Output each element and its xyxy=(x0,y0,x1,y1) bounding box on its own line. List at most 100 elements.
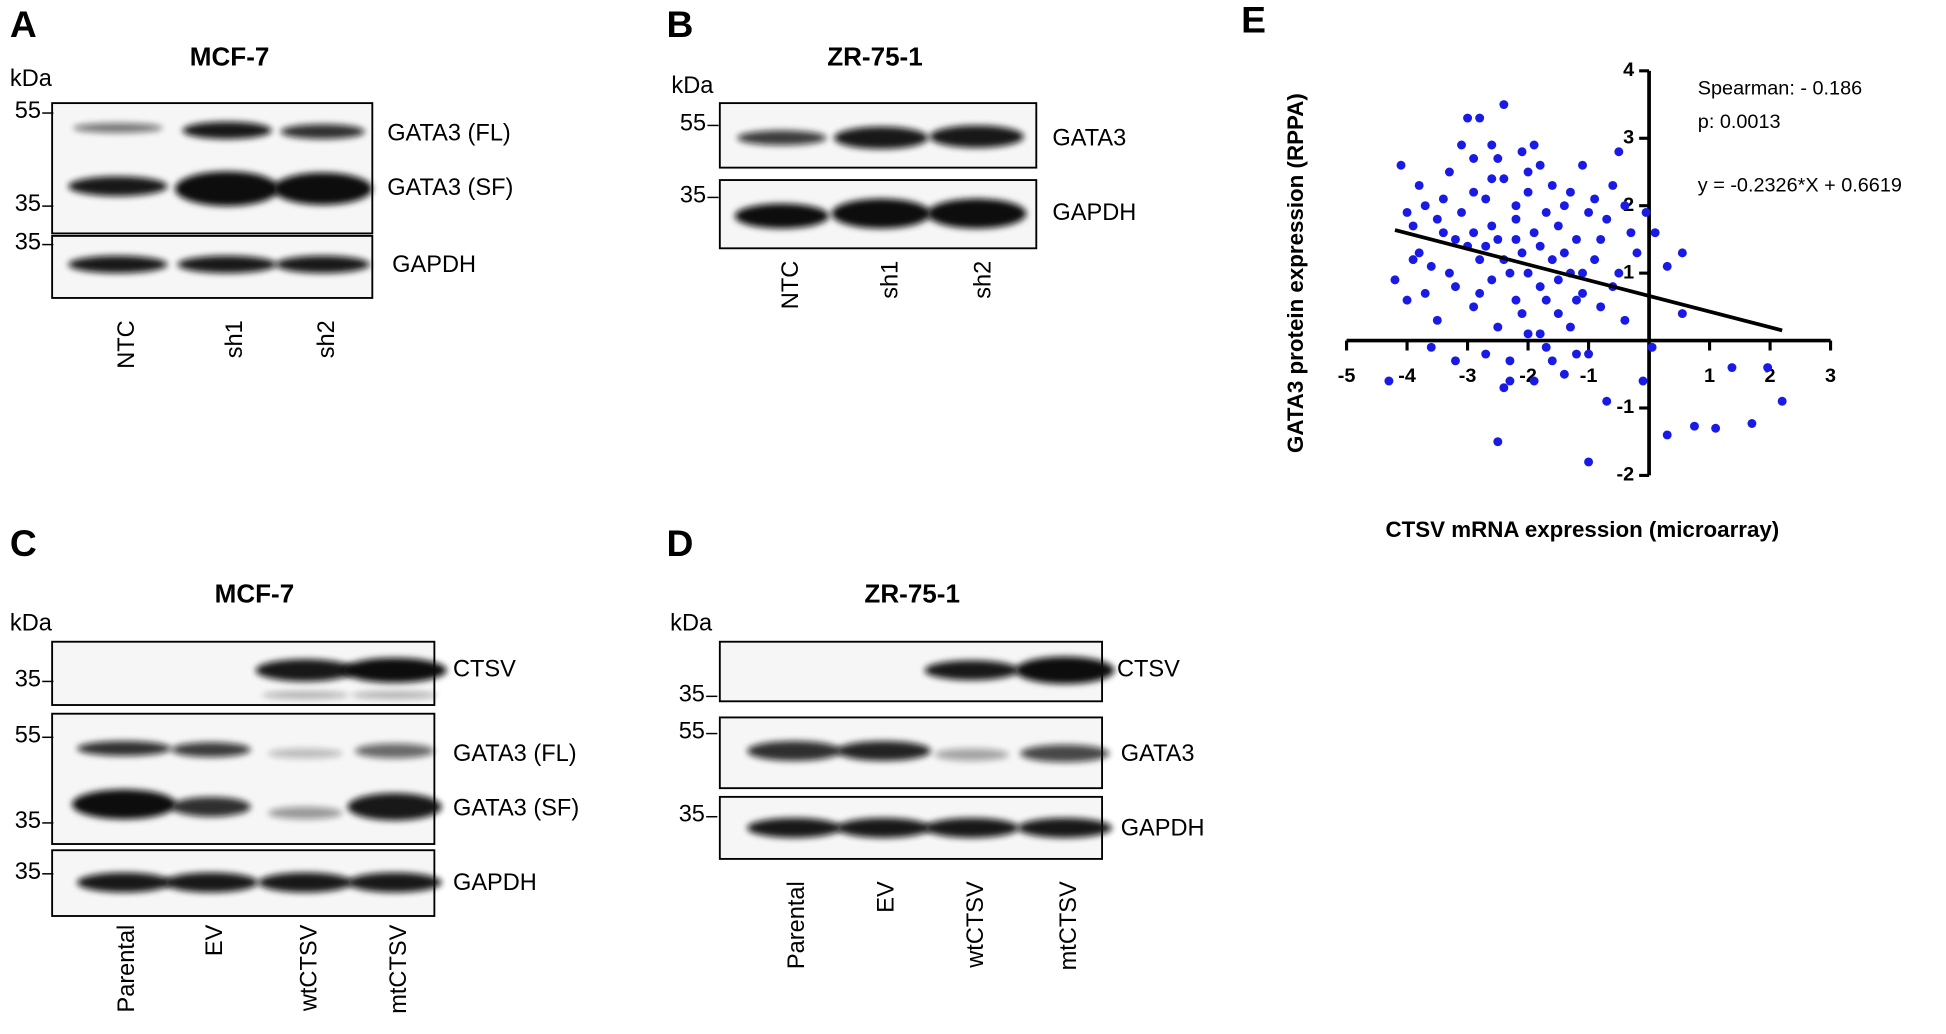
scatter-point xyxy=(1638,376,1648,386)
unit-label: kDa xyxy=(671,72,714,98)
unit-label: kDa xyxy=(670,610,713,636)
scatter-point xyxy=(1662,261,1672,271)
blot-band xyxy=(924,817,1019,838)
scatter-point xyxy=(1505,376,1515,386)
scatter-point xyxy=(1511,295,1521,305)
protein-label: GAPDH xyxy=(1052,199,1136,225)
lane-label: sh2 xyxy=(313,320,339,358)
marker-label: 35 xyxy=(679,680,705,706)
blot-band xyxy=(934,748,1009,761)
marker-label: 55 xyxy=(679,718,705,744)
scatter-point xyxy=(1493,154,1503,163)
blot-band xyxy=(831,198,931,229)
x-tick-label: 3 xyxy=(1825,365,1836,387)
panel-letter: D xyxy=(666,522,693,564)
blot-panel: A MCF-7 kDa 55 35 35 GATA3 (FL) GATA3 (SF) GAPDH… xyxy=(10,3,513,369)
lane-label: mtCTSV xyxy=(385,924,411,1013)
scatter-point xyxy=(1523,187,1533,197)
protein-label: GATA3 (SF) xyxy=(453,795,579,821)
scatter-point xyxy=(1493,437,1503,447)
blot-band xyxy=(1017,817,1112,838)
blot-band xyxy=(347,872,442,893)
scatter-point xyxy=(1529,376,1539,386)
x-axis-label: CTSV mRNA expression (microarray) xyxy=(1385,517,1779,542)
blot-panel: B ZR-75-1 kDa 55 35 GATA3 GAPDH NTC sh1 sh2 xyxy=(666,3,1136,309)
scatter-point xyxy=(1602,396,1612,406)
blot-band xyxy=(68,255,168,274)
blot-band xyxy=(747,741,842,761)
scatter-point xyxy=(1499,174,1509,184)
scatter-point xyxy=(1414,181,1424,190)
scatter-point xyxy=(1590,194,1600,204)
marker-label: 35 xyxy=(15,229,41,255)
scatter-point xyxy=(1559,369,1569,379)
scatter-point xyxy=(1517,248,1527,258)
scatter-point xyxy=(1553,275,1563,285)
marker-label: 35 xyxy=(15,190,41,216)
x-tick-label: 2 xyxy=(1765,365,1776,387)
scatter-point xyxy=(1523,167,1533,177)
scatter-point xyxy=(1475,255,1485,265)
blot-band xyxy=(351,691,439,699)
y-tick-label: 1 xyxy=(1623,261,1634,283)
scatter-point xyxy=(1677,309,1687,319)
scatter-point xyxy=(1475,288,1485,298)
scatter-point xyxy=(1650,228,1660,238)
scatter-point xyxy=(1457,140,1466,150)
scatter-point xyxy=(1747,419,1757,428)
scatter-point xyxy=(1584,349,1594,359)
y-tick-label: 3 xyxy=(1623,127,1634,149)
blot-band xyxy=(268,806,343,820)
scatter-point xyxy=(1523,329,1533,339)
protein-label: CTSV xyxy=(1117,656,1180,682)
protein-label: GAPDH xyxy=(1121,814,1205,840)
annotation: y = -0.2326*X + 0.6619 xyxy=(1698,175,1902,197)
blot-band xyxy=(171,742,251,758)
y-tick-label: 4 xyxy=(1623,59,1634,81)
scatter-point xyxy=(1535,329,1545,339)
blot-panel: D ZR-75-1 kDa 35 55 35 CTSV GATA3 GAPDH Parental E… xyxy=(666,522,1204,970)
scatter-point xyxy=(1457,207,1466,217)
scatter-point xyxy=(1517,147,1527,157)
scatter-point xyxy=(1432,315,1442,325)
scatter-point xyxy=(1481,194,1491,204)
scatter-point xyxy=(1529,228,1539,238)
scatter-point xyxy=(1390,275,1400,285)
marker-label: 35 xyxy=(15,665,41,691)
lane-label: wtCTSV xyxy=(962,881,988,969)
marker-label: 55 xyxy=(15,97,41,123)
scatter-point xyxy=(1505,268,1515,278)
blot-band xyxy=(255,659,355,682)
x-tick-label: -1 xyxy=(1580,365,1598,387)
lane-label: sh1 xyxy=(221,320,247,358)
scatter-point xyxy=(1547,356,1557,366)
blot-band xyxy=(737,130,827,146)
lane-label: wtCTSV xyxy=(296,924,322,1012)
unit-label: kDa xyxy=(10,610,53,636)
scatter-point xyxy=(1535,282,1545,292)
scatter-point xyxy=(1384,376,1394,386)
scatter-point xyxy=(1572,349,1581,359)
lane-label: NTC xyxy=(777,261,803,309)
scatter-point xyxy=(1517,309,1527,319)
scatter-point xyxy=(1444,167,1454,177)
scatter-point xyxy=(1565,187,1575,197)
scatter-point xyxy=(1402,295,1412,305)
scatter-point xyxy=(1572,295,1581,305)
scatter-point xyxy=(1541,295,1551,305)
y-axis-label: GATA3 protein expression (RPPA) xyxy=(1283,93,1308,453)
scatter-point xyxy=(1487,140,1497,150)
scatter-point xyxy=(1559,248,1569,258)
blot-band xyxy=(929,125,1024,148)
scatter-point xyxy=(1572,234,1581,244)
scatter-point xyxy=(1463,113,1473,123)
scatter-point xyxy=(1396,160,1406,170)
y-tick-label: -1 xyxy=(1617,396,1635,418)
panel-letter: B xyxy=(666,3,693,45)
blot-band xyxy=(834,126,929,150)
annotation: p: 0.0013 xyxy=(1698,111,1781,133)
scatter-point xyxy=(1614,147,1624,157)
blot-band xyxy=(1020,744,1110,763)
marker-label: 35 xyxy=(15,807,41,833)
